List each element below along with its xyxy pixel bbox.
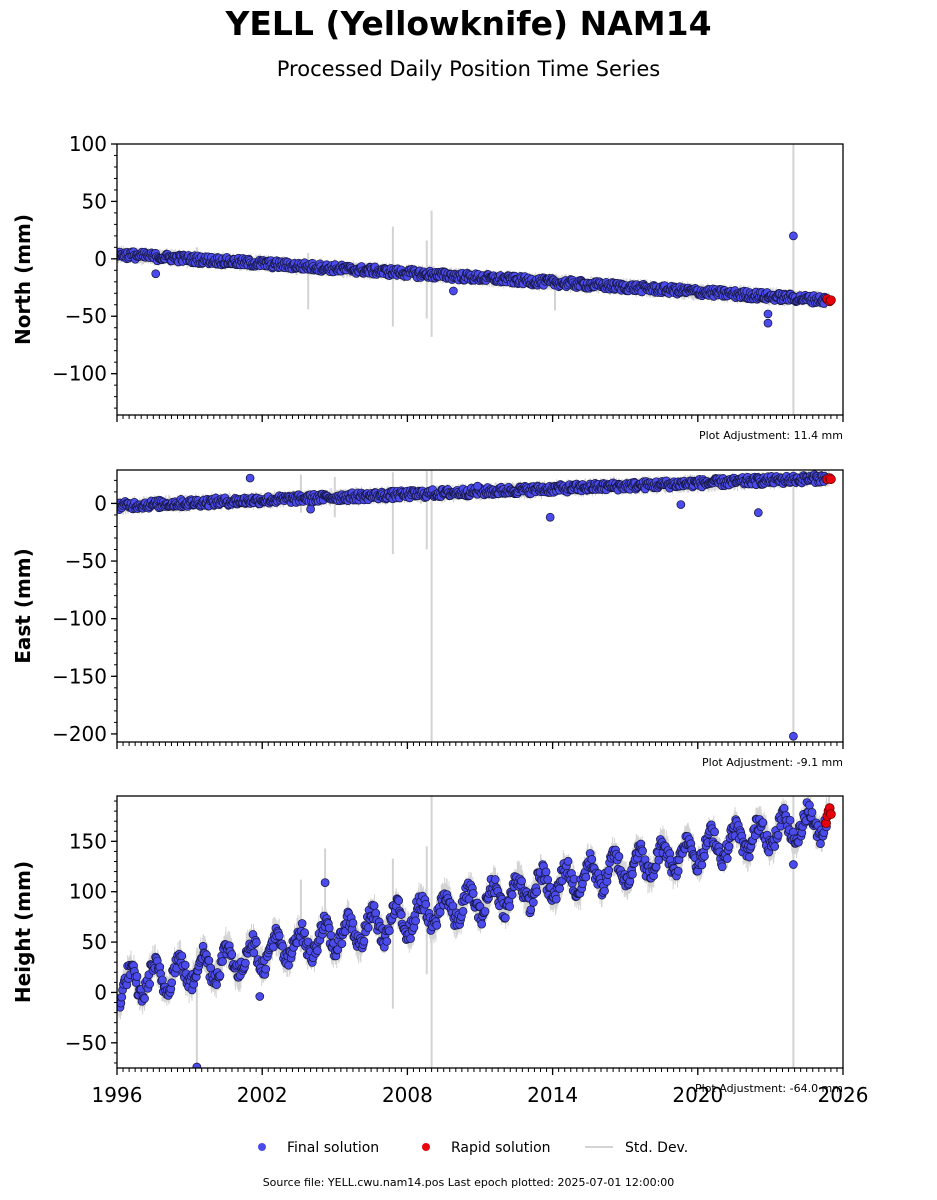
final-point [473, 481, 482, 491]
final-point [763, 309, 773, 319]
y-tick-label: 0 [94, 247, 107, 271]
y-tick-label: −100 [52, 362, 107, 386]
y-tick-label: −150 [52, 664, 107, 688]
plot-area-2 [117, 796, 836, 1068]
y-tick-label: −200 [52, 722, 107, 746]
y-axis-label: North (mm) [11, 214, 35, 345]
panel-2 [111, 795, 844, 1075]
rapid-point [826, 474, 836, 485]
y-tick-label: −50 [65, 549, 107, 573]
final-point [676, 500, 686, 509]
y-axis-label: East (mm) [11, 548, 35, 664]
final-point [306, 504, 315, 514]
y-tick-label: 100 [69, 132, 107, 156]
final-point [545, 512, 555, 522]
y-tick-label: 50 [82, 189, 107, 213]
plot-area-1 [117, 470, 836, 742]
final-point [151, 269, 161, 279]
y-tick-label: −50 [65, 304, 107, 328]
plot-frame-1 [116, 469, 844, 743]
plot-adjustment: Plot Adjustment: -9.1 mm [702, 756, 843, 769]
panel-1 [111, 469, 844, 749]
plot-adjustment: Plot Adjustment: 11.4 mm [699, 429, 843, 442]
panel-0 [111, 143, 844, 422]
y-tick-label: 0 [94, 491, 107, 515]
chart-subtitle: Processed Daily Position Time Series [276, 57, 661, 81]
final-point [763, 318, 773, 328]
final-point [753, 508, 763, 517]
plot-area-0 [117, 144, 836, 415]
chart-title: YELL (Yellowknife) NAM14 [225, 4, 712, 43]
final-point [245, 473, 255, 483]
final-point [449, 286, 458, 296]
rapid-point [826, 295, 836, 306]
final-point [789, 231, 798, 241]
y-tick-label: −100 [52, 607, 107, 631]
final-point [789, 731, 798, 741]
